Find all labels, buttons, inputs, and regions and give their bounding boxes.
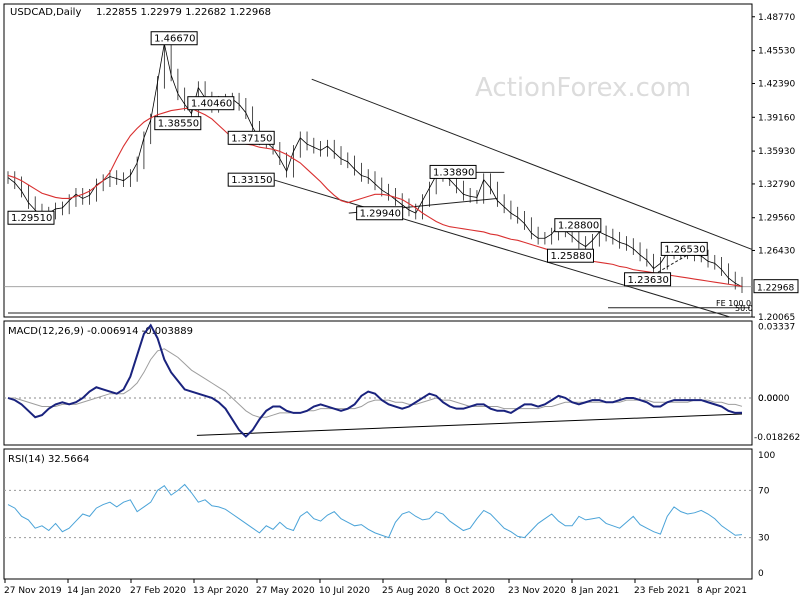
price-annotation-label: 1.23630: [628, 275, 669, 286]
macd-axis-label: 0.03337: [758, 323, 795, 333]
current-price-box: [753, 279, 799, 294]
chart-header-symbol: USDCAD,Daily: [10, 7, 81, 18]
price-close-line: [7, 43, 743, 288]
x-tick-label: 25 Aug 2020: [382, 586, 440, 596]
y-tick-label: 1.45530: [758, 47, 795, 57]
price-annotation-box: [227, 172, 275, 187]
macd-title: MACD(12,26,9) -0.006914 -0.003889: [8, 326, 193, 337]
rsi-axis-label: 0: [758, 569, 764, 579]
macd-axis-label: -0.018262: [754, 433, 800, 443]
x-tick-label: 10 Jul 2020: [319, 586, 370, 596]
rsi-panel-frame: [3, 448, 753, 580]
fib-50-label: 50.0: [735, 304, 753, 313]
x-tick-label: 8 Apr 2021: [697, 586, 747, 596]
price-annotation-label: 1.46670: [154, 34, 195, 45]
price-annotation-box: [356, 206, 404, 221]
x-tick-label: 13 Apr 2020: [193, 586, 249, 596]
macd-axis-label: 0.00: [758, 394, 778, 404]
price-annotation-label: 1.37150: [231, 133, 272, 144]
price-annotation-label: 1.33890: [433, 167, 474, 178]
price-annotation-box: [554, 218, 602, 233]
x-axis-labels: 27 Nov 2019 14 Jan 2020 27 Feb 2020 13 Apr …: [4, 579, 747, 596]
price-annotation-label: 1.26530: [664, 244, 705, 255]
chart-header-ohlc: 1.22855 1.22979 1.22682 1.22968: [96, 7, 271, 18]
rsi-series: 100 70 30 0: [4, 451, 775, 579]
y-axis-labels: 1.48770 1.45530 1.42390 1.39160 1.35930 1.327…: [752, 13, 799, 323]
price-annotation-box: [187, 96, 235, 111]
channel-upper: [311, 78, 753, 250]
price-annotation-box: [546, 248, 594, 263]
y-tick-label: 1.26430: [758, 246, 795, 256]
y-tick-label: 1.42390: [758, 80, 795, 90]
current-price-label: 1.22968: [757, 284, 794, 294]
x-tick-label: 14 Jan 2020: [67, 586, 121, 596]
x-tick-label: 23 Nov 2020: [508, 586, 566, 596]
price-annotation-label: 1.38550: [158, 119, 199, 130]
x-tick-label: 23 Feb 2021: [634, 586, 690, 596]
price-annotation-label: 1.25880: [550, 251, 591, 262]
moving-average-line: [7, 107, 743, 287]
channel-lower: [274, 179, 731, 318]
y-tick-label: 1.39160: [758, 113, 795, 123]
watermark: ActionForex.com: [475, 73, 691, 103]
y-tick-label: 1.35930: [758, 147, 795, 157]
x-tick-label: 8 Jan 2021: [571, 586, 619, 596]
macd-series: 0.03337 0.000.0000 -0.018262: [4, 323, 800, 443]
macd-panel-frame: [3, 320, 753, 446]
price-annotation-label: 1.33150: [231, 175, 272, 186]
price-annotation-label: 1.40460: [191, 99, 232, 110]
price-annotation-box: [660, 241, 708, 256]
price-annotation-label: 1.29940: [360, 209, 401, 220]
x-tick-label: 8 Oct 2020: [445, 586, 495, 596]
y-tick-label: 1.32790: [758, 180, 795, 190]
y-tick-label: 1.20065: [758, 313, 795, 323]
macd-trendline: [196, 413, 743, 436]
rsi-title: RSI(14) 32.5664: [8, 454, 89, 465]
price-annotation-box: [227, 130, 275, 145]
rsi-axis-label: 70: [758, 486, 770, 496]
x-tick-label: 27 Nov 2019: [4, 586, 62, 596]
macd-line: [7, 323, 743, 438]
y-tick-label: 1.29560: [758, 214, 795, 224]
price-annotation-box: [429, 164, 477, 179]
price-annotation-box: [154, 116, 202, 131]
price-annotation-box: [150, 31, 198, 46]
macd-axis-label: 0.0000: [758, 394, 790, 404]
fib-100-label: FE 100.0: [716, 299, 751, 308]
price-panel-frame: [3, 3, 753, 318]
x-tick-label: 27 May 2020: [256, 586, 315, 596]
x-tick-label: 27 Feb 2020: [130, 586, 186, 596]
price-annotation-label: 1.28800: [558, 221, 599, 232]
y-tick-label: 1.48770: [758, 13, 795, 23]
price-annotations: 1.46670 1.40460 1.38550 1.37150 1.33150 1.338…: [7, 31, 708, 287]
rsi-line: [7, 483, 743, 539]
price-annotation-box: [7, 210, 55, 225]
macd-signal-line: [8, 348, 743, 418]
rsi-axis-label: 30: [758, 534, 770, 544]
rsi-axis-label: 100: [758, 451, 775, 461]
price-annotation-box: [624, 272, 672, 287]
price-annotation-label: 1.29510: [11, 213, 52, 224]
